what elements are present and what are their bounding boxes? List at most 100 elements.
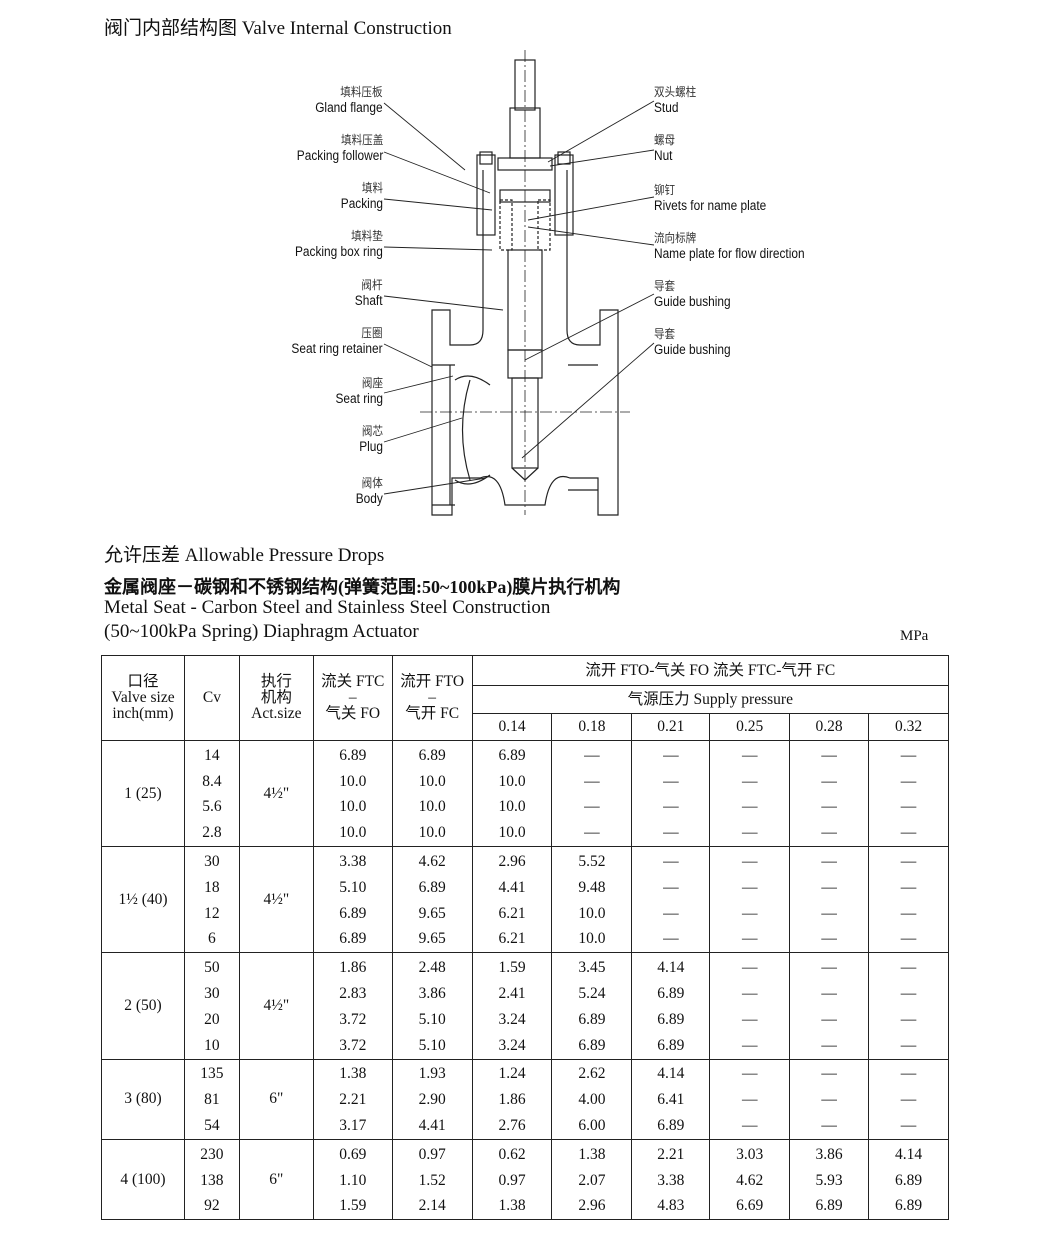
value-cell: 10.0: [391, 794, 473, 821]
value-cell: 6.89: [868, 1167, 949, 1194]
value-cell: —: [789, 768, 870, 795]
value-cell: 1.10: [312, 1167, 393, 1194]
value-cell: —: [631, 846, 711, 875]
act-size-cell: 6": [238, 1138, 314, 1221]
cv-cell: 6: [183, 926, 240, 954]
value-cell: 6.89: [391, 874, 473, 901]
value-cell: 3.24: [471, 1032, 553, 1060]
fto-fc-header: 流开 FTO – 气开 FC: [391, 655, 473, 741]
value-cell: 3.72: [312, 1032, 393, 1060]
act-size-header: 执行 机构 Act.size: [238, 655, 314, 741]
value-cell: 2.90: [391, 1087, 473, 1114]
callout-label-cn: 螺母: [654, 133, 676, 147]
pressure-header: 0.28: [789, 713, 870, 741]
value-cell: —: [789, 1059, 870, 1088]
table-row: 12 6.89 9.65 6.21 10.0— — — —: [102, 900, 949, 927]
value-cell: —: [709, 794, 791, 821]
value-cell: 2.21: [631, 1139, 711, 1168]
callout-label-en: Guide bushing: [654, 342, 731, 357]
value-cell: —: [789, 1087, 870, 1114]
pressure-header: 0.25: [709, 713, 791, 741]
value-cell: 6.89: [391, 740, 473, 769]
pressure-header: 0.18: [551, 713, 633, 741]
value-cell: 3.38: [631, 1167, 711, 1194]
table-row: 1 (25) 14 4½" 6.89 6.89 6.89— — — — —: [101, 739, 949, 848]
callout-label: 填料 Packing: [341, 180, 383, 212]
ftc-fo-header-line: 气关 FO: [325, 705, 381, 722]
value-cell: —: [789, 740, 870, 769]
cv-cell: 2.8: [183, 820, 240, 848]
value-cell: 6.89: [312, 926, 393, 954]
value-cell: 2.48: [391, 952, 473, 982]
fto-fc-header-line: 气开 FC: [405, 705, 460, 722]
value-cell: —: [551, 794, 633, 821]
ftc-fo-header-line: –: [348, 689, 357, 706]
value-cell: 5.10: [312, 874, 393, 901]
value-cell: 10.0: [312, 768, 393, 795]
value-cell: 1.59: [471, 952, 553, 982]
value-cell: 4.62: [709, 1167, 791, 1194]
table-row: 20 3.72 5.10 3.24 6.89 6.89— — —: [102, 1006, 949, 1033]
valve-cross-section-diagram: [383, 50, 655, 516]
callout-label-cn: 流向标牌: [654, 231, 697, 245]
act-size-header-line: 机构: [260, 689, 292, 706]
value-cell: 0.62: [471, 1139, 553, 1168]
value-cell: —: [789, 952, 870, 982]
callout-label-cn: 填料压盖: [340, 133, 383, 147]
callout-label-en: Rivets for name plate: [654, 198, 767, 213]
value-cell: 9.48: [551, 874, 633, 901]
cv-cell: 135: [183, 1059, 240, 1088]
value-cell: —: [789, 874, 870, 901]
value-cell: 4.14: [631, 1059, 711, 1088]
value-cell: —: [631, 926, 711, 954]
header-row: 口径 Valve size inch(mm) Cv 执行 机构 Act.size 流关 FTC…: [101, 655, 950, 741]
value-cell: 1.59: [312, 1193, 393, 1221]
callout-label-en: Gland flange: [315, 100, 383, 115]
callout-label-cn: 导套: [654, 327, 676, 341]
pressure-header: 0.32: [868, 713, 949, 741]
value-cell: 1.86: [312, 952, 393, 982]
value-cell: 4.14: [868, 1139, 949, 1168]
value-cell: 2.14: [391, 1193, 473, 1221]
section-subtitle-en-2: (50~100kPa Spring) Diaphragm Actuator: [104, 621, 419, 642]
value-cell: 6.89: [471, 740, 553, 769]
callout-label-cn: 填料垫: [351, 229, 383, 243]
cv-cell: 14: [183, 740, 240, 769]
table-row: 92 1.59 2.14 1.38 2.96 4.83 6.69 6.89 6.89: [102, 1193, 949, 1221]
value-cell: 5.93: [789, 1167, 870, 1194]
callout-label-cn: 填料压板: [340, 85, 383, 99]
value-cell: —: [709, 952, 791, 982]
cv-cell: 81: [183, 1087, 240, 1114]
value-cell: 9.65: [391, 926, 473, 954]
pressure-header: 0.21: [631, 713, 711, 741]
act-size-cell: 6": [238, 1058, 314, 1140]
act-size-header-line: Act.size: [251, 705, 302, 722]
table-row: 2.8 10.0 10.0 10.0— — — — —: [102, 820, 949, 848]
value-cell: —: [709, 1087, 791, 1114]
section-subtitle-cn: 金属阀座－碳钢和不锈钢结构(弹簧范围:50~100kPa)膜片执行机构: [104, 577, 621, 597]
value-cell: —: [868, 820, 949, 848]
value-cell: 4.41: [391, 1113, 473, 1140]
valve-size-cell: 1 (25): [101, 739, 185, 848]
value-cell: 1.38: [312, 1059, 393, 1088]
value-cell: 6.21: [471, 926, 553, 954]
value-cell: —: [789, 794, 870, 821]
callout-label: 填料垫 Packing box ring: [295, 228, 383, 260]
value-cell: 6.89: [789, 1193, 870, 1221]
callout-label: 填料压板 Gland flange: [316, 84, 383, 116]
valve-size-header-line: Valve size: [111, 689, 175, 706]
value-cell: —: [789, 1006, 870, 1033]
section-title: 允许压差 Allowable Pressure Drops: [104, 545, 385, 566]
value-cell: —: [868, 1006, 949, 1033]
value-cell: —: [709, 1006, 791, 1033]
callout-label-en: Shaft: [355, 293, 383, 308]
callout-label-cn: 双头螺柱: [654, 85, 697, 99]
value-cell: —: [868, 926, 949, 954]
callout-label-cn: 压圈: [361, 326, 383, 340]
callout-label: 双头螺柱 Stud: [654, 84, 696, 116]
diagram-title: 阀门内部结构图 Valve Internal Construction: [104, 18, 452, 39]
valve-size-cell: 4 (100): [101, 1138, 185, 1221]
valve-size-header: 口径 Valve size inch(mm): [101, 655, 185, 741]
value-cell: —: [868, 1032, 949, 1060]
value-cell: 6.89: [551, 1032, 633, 1060]
